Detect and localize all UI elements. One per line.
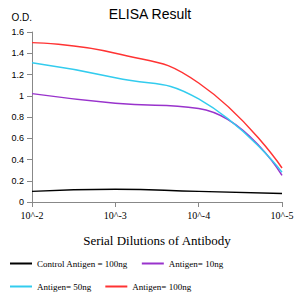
svg-text:O.D.: O.D. — [11, 12, 32, 23]
svg-text:0.6: 0.6 — [11, 133, 24, 143]
svg-text:0.8: 0.8 — [11, 112, 24, 122]
svg-text:Antigen= 100ng: Antigen= 100ng — [132, 282, 191, 292]
svg-text:1.6: 1.6 — [11, 27, 24, 37]
svg-text:Serial Dilutions of Antibody: Serial Dilutions of Antibody — [83, 233, 231, 248]
svg-text:Control Antigen = 100ng: Control Antigen = 100ng — [37, 259, 128, 269]
svg-text:Antigen= 50ng: Antigen= 50ng — [37, 282, 92, 292]
svg-text:10^-2: 10^-2 — [20, 210, 43, 221]
svg-text:0.4: 0.4 — [11, 155, 24, 165]
svg-text:ELISA Result: ELISA Result — [109, 6, 192, 22]
svg-text:10^-3: 10^-3 — [104, 210, 127, 221]
svg-text:1.4: 1.4 — [11, 48, 24, 58]
svg-text:Antigen= 10ng: Antigen= 10ng — [169, 259, 224, 269]
svg-text:1.2: 1.2 — [11, 70, 24, 80]
svg-text:0.2: 0.2 — [11, 176, 24, 186]
svg-text:10^-5: 10^-5 — [270, 210, 293, 221]
svg-text:10^-4: 10^-4 — [187, 210, 210, 221]
svg-text:0: 0 — [19, 197, 24, 207]
svg-text:1: 1 — [19, 91, 24, 101]
